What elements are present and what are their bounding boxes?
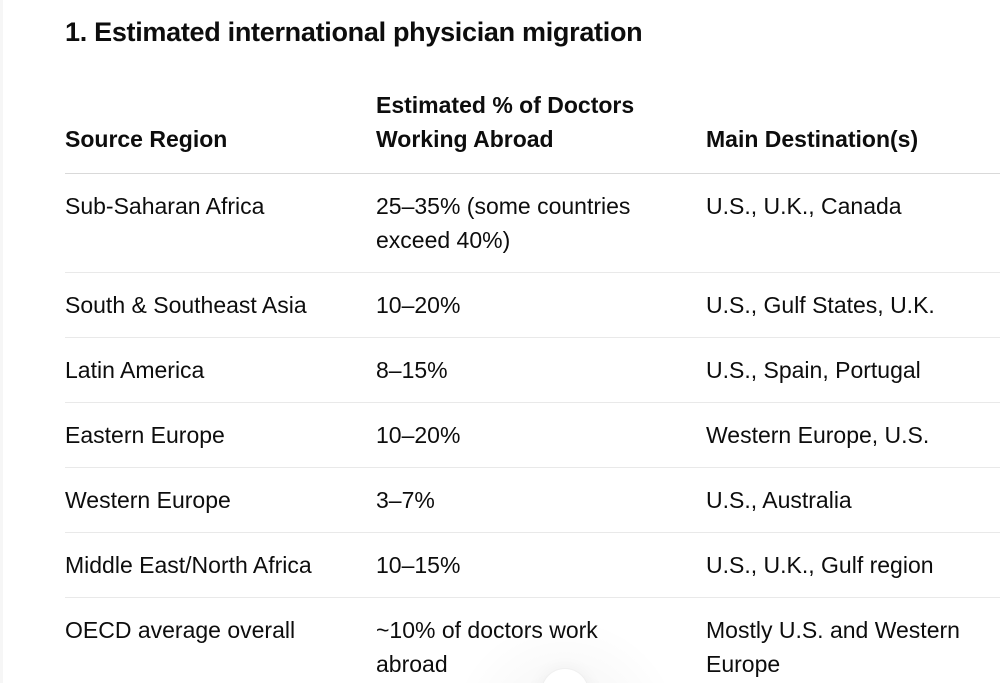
region-cell: Middle East/North Africa: [65, 532, 376, 598]
header-share-abroad: Estimated % of Doctors Working Abroad: [376, 88, 706, 174]
region-cell: Sub-Saharan Africa: [65, 173, 376, 273]
destinations-cell: U.S., U.K., Canada: [706, 173, 1000, 273]
destinations-cell: U.S., U.K., Gulf region: [706, 532, 1000, 598]
region-cell: South & Southeast Asia: [65, 272, 376, 338]
left-edge-strip: [0, 0, 3, 683]
region-cell: Latin America: [65, 337, 376, 403]
share-cell: 8–15%: [376, 337, 706, 403]
region-cell: OECD average overall: [65, 617, 296, 643]
share-cell: ~10% of doctors work abroad: [376, 617, 598, 677]
region-cell: Eastern Europe: [65, 402, 376, 468]
destinations-cell: U.S., Spain, Portugal: [706, 337, 1000, 403]
destinations-cell: U.S., Australia: [706, 467, 1000, 533]
table-row: OECD average overall ~10% of doctors wor…: [65, 598, 1000, 683]
physician-migration-table: Source Region Estimated % of Doctors Wor…: [65, 88, 1000, 683]
table-row: Western Europe 3–7% U.S., Australia: [65, 467, 1000, 533]
header-destinations: Main Destination(s): [706, 88, 1000, 174]
destinations-cell: U.S., Gulf States, U.K.: [706, 272, 1000, 338]
table-row: Middle East/North Africa 10–15% U.S., U.…: [65, 532, 1000, 598]
share-cell: 10–20%: [376, 402, 706, 468]
share-cell: 10–20%: [376, 272, 706, 338]
table-row: Eastern Europe 10–20% Western Europe, U.…: [65, 402, 1000, 468]
region-cell: Western Europe: [65, 467, 376, 533]
table-row: Latin America 8–15% U.S., Spain, Portuga…: [65, 337, 1000, 403]
table-row: South & Southeast Asia 10–20% U.S., Gulf…: [65, 272, 1000, 338]
share-cell: 3–7%: [376, 467, 706, 533]
share-cell: 10–15%: [376, 532, 706, 598]
table-row: Sub-Saharan Africa 25–35% (some countrie…: [65, 173, 1000, 273]
table-header-row: Source Region Estimated % of Doctors Wor…: [65, 88, 1000, 174]
page-title: 1. Estimated international physician mig…: [65, 17, 643, 47]
destinations-cell: Mostly U.S. and Western Europe: [706, 617, 960, 677]
destinations-cell: Western Europe, U.S.: [706, 402, 1000, 468]
share-cell: 25–35% (some countries exceed 40%): [376, 173, 706, 273]
header-source-region: Source Region: [65, 88, 376, 174]
